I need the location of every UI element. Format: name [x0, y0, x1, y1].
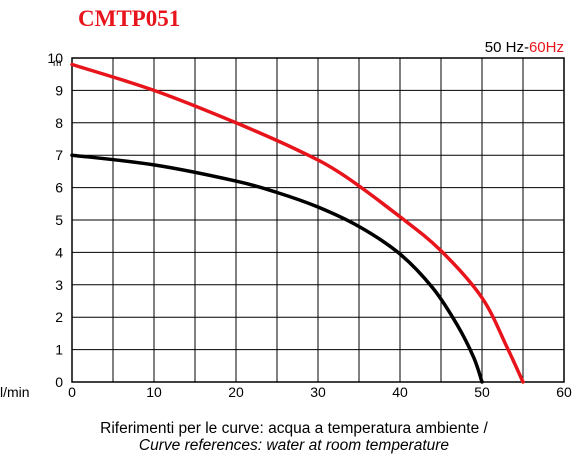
- y-tick-labels: 0 1 2 3 4 5 6 7 8 9 10: [47, 50, 63, 390]
- y-tick-label: 6: [55, 180, 63, 196]
- x-tick-label: 60: [556, 384, 572, 400]
- x-tick-label: 30: [310, 384, 326, 400]
- y-tick-label: 7: [55, 147, 63, 163]
- y-tick-label: 0: [55, 374, 63, 390]
- y-unit-label: m: [53, 58, 61, 69]
- series-line-50hz: [70, 153, 484, 384]
- x-tick-label: 0: [68, 384, 76, 400]
- x-tick-label: 20: [228, 384, 244, 400]
- x-tick-labels: 0 10 20 30 40 50 60: [68, 384, 572, 400]
- legend: 50 Hz-60Hz: [485, 39, 564, 56]
- grid: [71, 57, 565, 383]
- y-tick-label: 1: [55, 342, 63, 358]
- caption-italian: Riferimenti per le curve: acqua a temper…: [100, 420, 488, 437]
- legend-60hz: 60Hz: [529, 39, 564, 56]
- y-tick-label: 3: [55, 277, 63, 293]
- series-line-60hz: [70, 62, 525, 384]
- x-tick-label: 40: [392, 384, 408, 400]
- legend-separator: -: [524, 39, 529, 56]
- y-tick-label: 2: [55, 309, 63, 325]
- y-tick-label: 5: [55, 212, 63, 228]
- x-tick-label: 10: [146, 384, 162, 400]
- y-tick-label: 9: [55, 82, 63, 98]
- chart-title: CMTP051: [78, 6, 181, 31]
- y-tick-label: 8: [55, 115, 63, 131]
- y-tick-label: 4: [55, 244, 63, 260]
- x-tick-label: 50: [474, 384, 490, 400]
- legend-50hz: 50 Hz: [485, 39, 524, 56]
- caption-english: Curve references: water at room temperat…: [138, 437, 450, 454]
- pump-curve-chart: 0 1 2 3 4 5 6 7 8 9 10 0 10 20 30 40 50 60 m l/min 50 Hz…: [0, 39, 572, 400]
- x-unit-label: l/min: [0, 384, 30, 400]
- series-lines: [70, 62, 525, 384]
- plot-frame: [71, 57, 565, 383]
- y-tick-label: 10: [47, 50, 63, 66]
